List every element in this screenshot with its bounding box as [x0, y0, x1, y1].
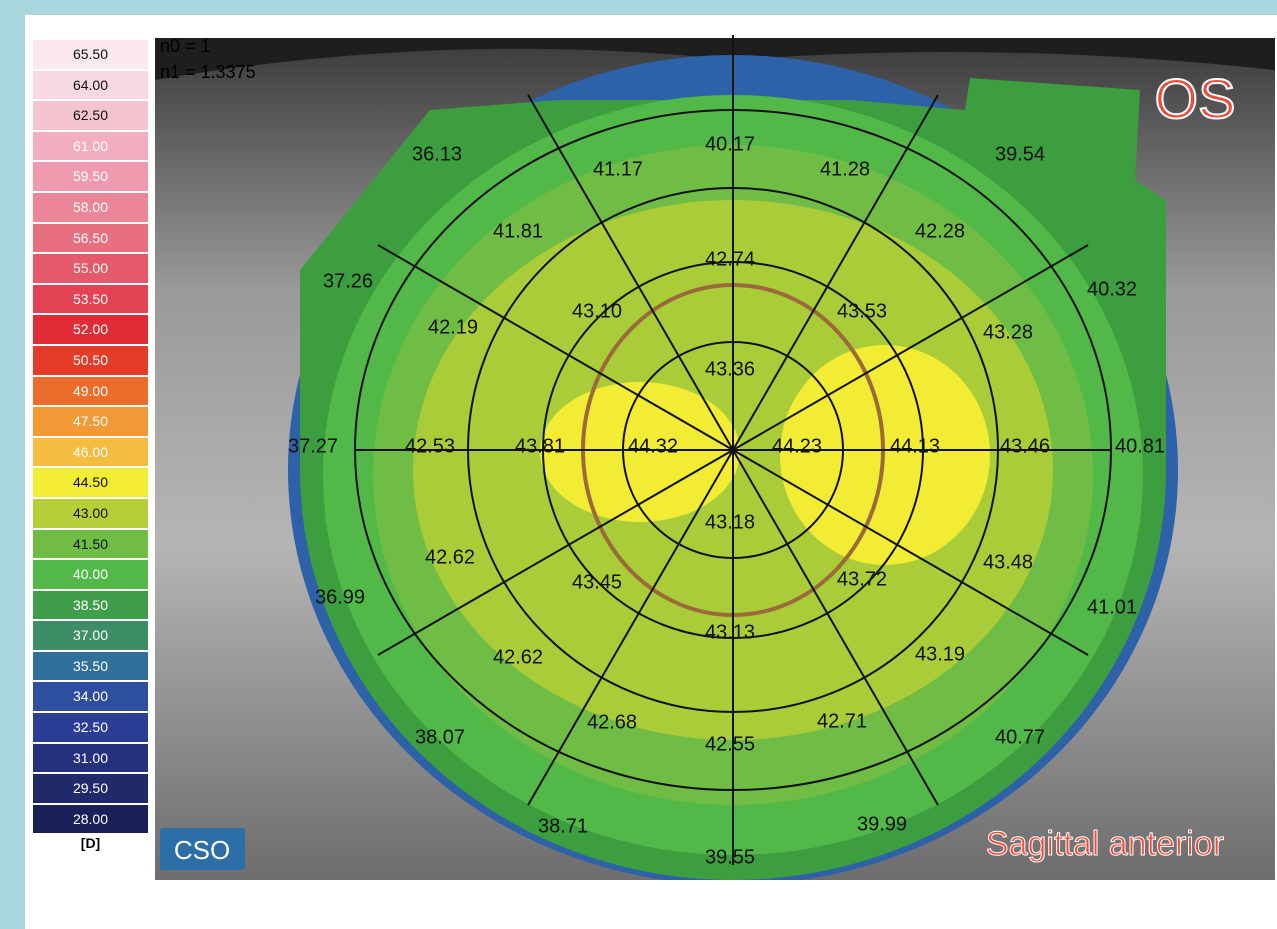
map-value: 43.10	[572, 300, 622, 322]
map-value: 42.62	[493, 646, 543, 668]
scale-step: 62.50	[33, 101, 148, 130]
scale-step: 64.00	[33, 71, 148, 100]
map-value: 42.62	[425, 546, 475, 568]
map-value: 36.13	[412, 143, 462, 165]
scale-step: 43.00	[33, 499, 148, 528]
map-value: 42.53	[405, 435, 455, 457]
map-value: 39.54	[995, 143, 1045, 165]
map-value: 43.19	[915, 643, 965, 665]
map-value: 43.53	[837, 300, 887, 322]
scale-step: 31.00	[33, 744, 148, 773]
map-value: 42.74	[705, 248, 755, 270]
map-value: 44.23	[772, 435, 822, 457]
map-value: 38.71	[538, 815, 588, 837]
map-value: 43.13	[705, 621, 755, 643]
scale-step: 53.50	[33, 285, 148, 314]
scale-step: 32.50	[33, 713, 148, 742]
map-value: 40.17	[705, 133, 755, 155]
scale-step: 52.00	[33, 315, 148, 344]
map-value: 40.81	[1115, 435, 1165, 457]
scale-step: 35.50	[33, 652, 148, 681]
scale-step: 61.00	[33, 132, 148, 161]
map-value: 41.28	[820, 158, 870, 180]
map-value: 40.77	[995, 726, 1045, 748]
scale-step: 34.00	[33, 682, 148, 711]
scale-step: 49.00	[33, 377, 148, 406]
scale-step: 50.50	[33, 346, 148, 375]
map-value: 39.99	[857, 813, 907, 835]
map-value: 42.71	[817, 710, 867, 732]
scale-step: 44.50	[33, 468, 148, 497]
scale-step: 37.00	[33, 621, 148, 650]
map-value: 43.81	[515, 435, 565, 457]
map-value: 43.36	[705, 358, 755, 380]
map-value: 44.13	[890, 435, 940, 457]
scale-step: 46.00	[33, 438, 148, 467]
map-value: 37.27	[288, 435, 338, 457]
scale-step: 59.50	[33, 162, 148, 191]
eye-label: OS	[1155, 67, 1236, 130]
map-value: 42.28	[915, 220, 965, 242]
scale-step: 55.00	[33, 254, 148, 283]
map-value: 43.48	[983, 551, 1033, 573]
scale-step: 58.00	[33, 193, 148, 222]
map-value: 42.19	[428, 316, 478, 338]
n0-label: n0 = 1	[160, 36, 211, 56]
map-value: 43.72	[837, 568, 887, 590]
logo: CSO	[174, 835, 230, 865]
map-value: 44.32	[628, 435, 678, 457]
map-value: 42.68	[587, 711, 637, 733]
map-value: 43.46	[1000, 435, 1050, 457]
topography-map: 36.13 41.17 40.17 41.28 39.54 41.81 42.28 37.26…	[0, 0, 1277, 929]
map-value: 40.32	[1087, 278, 1137, 300]
map-value: 43.18	[705, 511, 755, 533]
n1-label: n1 = 1.3375	[160, 62, 256, 82]
scale-step: 29.50	[33, 774, 148, 803]
scale-step: 40.00	[33, 560, 148, 589]
scale-step: 65.50	[33, 40, 148, 69]
map-value: 39.55	[705, 846, 755, 868]
page: {"scale":{"steps":[ {"label":"65.50","co…	[0, 0, 1277, 929]
map-value: 37.26	[323, 270, 373, 292]
scale-step: 38.50	[33, 591, 148, 620]
map-value: 43.45	[572, 571, 622, 593]
scale-step: 28.00	[33, 805, 148, 834]
map-value: 38.07	[415, 726, 465, 748]
scale-unit: [D]	[33, 835, 148, 851]
map-value: 41.81	[493, 220, 543, 242]
map-value: 41.17	[593, 158, 643, 180]
scale-step: 47.50	[33, 407, 148, 436]
map-type: Sagittal anterior	[986, 825, 1224, 863]
map-value: 36.99	[315, 586, 365, 608]
map-value: 42.55	[705, 733, 755, 755]
scale-step: 56.50	[33, 224, 148, 253]
map-value: 43.28	[983, 321, 1033, 343]
map-value: 41.01	[1087, 596, 1137, 618]
scale-step: 41.50	[33, 530, 148, 559]
